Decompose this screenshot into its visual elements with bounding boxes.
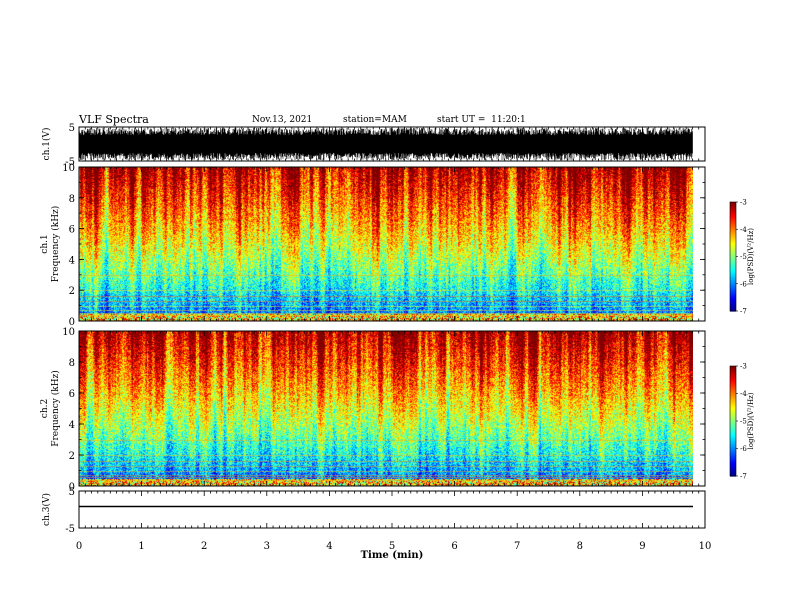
x-tick-label: 1 [138,541,144,552]
x-tick-label: 8 [577,541,583,552]
y-tick-label: 0 [69,482,75,493]
ch1-waveform-ylabel-line: ch.1(V) [41,128,52,161]
ch2-spectrogram-ylabel-line: ch.2 [40,399,50,418]
y-tick-label: 2 [69,451,75,462]
x-tick-label: 10 [699,541,712,552]
ch1-colorbar-tick-label: -4 [740,226,747,234]
y-tick-label: -5 [65,524,75,535]
ch2-colorbar-label: log(PSD)(V²/Hz) [747,392,755,449]
ch1-waveform-ylabel: ch.1(V) [41,128,52,161]
ch3-waveform-ylabel-line: ch.3(V) [41,493,52,526]
ch1-spectrogram-ylabel: ch.1 Frequency (kHz) [40,206,61,283]
x-tick-label: 4 [326,541,332,552]
ch1-colorbar-tick-label: -7 [740,308,747,316]
ch1-spectrogram-ylabel-line: Frequency (kHz) [50,206,61,283]
ch1-spectrogram-ylabel-line: ch.1 [40,234,50,253]
ch1-colorbar-label: log(PSD)(V²/Hz) [747,228,755,285]
y-tick-label: 8 [69,358,75,369]
start-time-label: start UT = 11:20:1 [437,115,526,125]
ch3-waveform-ylabel: ch.3(V) [41,493,52,526]
ch2-colorbar-tick-label: -4 [740,390,747,398]
y-tick-label: 10 [62,327,75,338]
ch1-waveform-trace [78,127,693,161]
y-tick-label: 5 [69,123,75,134]
x-tick-label: 5 [389,541,395,552]
ch1-spectrogram-image [79,167,693,321]
ch2-colorbar-tick-label: -3 [740,363,747,371]
ch2-colorbar-tick-label: -7 [740,473,747,481]
y-tick-label: 8 [69,194,75,205]
ch2-colorbar-tick-label: -5 [740,418,747,426]
ch1-colorbar-tick-label: -5 [740,253,747,261]
ch2-spectrogram-ylabel: ch.2 Frequency (kHz) [40,370,61,447]
y-tick-label: 0 [69,317,75,328]
date-label: Nov.13, 2021 [252,115,313,125]
y-tick-label: 4 [69,255,75,266]
y-tick-label: 2 [69,286,75,297]
x-axis-label: Time (min) [361,550,424,561]
ch1-colorbar-tick-label: -6 [740,280,747,288]
x-tick-label: 2 [201,541,207,552]
x-tick-label: 3 [264,541,270,552]
x-tick-label: 9 [639,541,645,552]
y-tick-label: 4 [69,420,75,431]
y-tick-label: 6 [69,389,75,400]
ch2-spectrogram-image [79,331,693,486]
ch2-colorbar-tick-label: -6 [740,445,747,453]
y-tick-label: 5 [69,487,75,498]
y-tick-label: 6 [69,225,75,236]
x-tick-label: 6 [451,541,457,552]
station-label: station=MAM [343,115,407,125]
x-tick-label: 7 [514,541,520,552]
y-tick-label: 10 [62,163,75,174]
panel-frame-4 [78,490,706,529]
ch1-colorbar-tick-label: -3 [740,199,747,207]
x-tick-label: 0 [76,541,82,552]
chart-title: VLF Spectra [79,113,149,126]
y-tick-label: -5 [65,157,75,168]
ch2-spectrogram-ylabel-line: Frequency (kHz) [50,370,61,447]
